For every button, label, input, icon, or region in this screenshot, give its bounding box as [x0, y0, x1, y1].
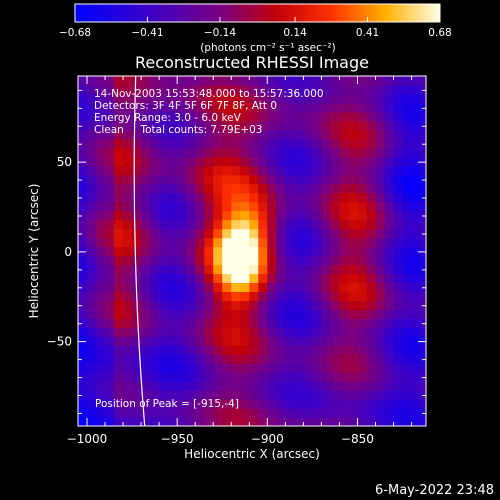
colorbar-tick-label: 0.68	[428, 27, 451, 39]
annotation-detectors: Detectors: 3F 4F 5F 6F 7F 8F, Att 0	[94, 100, 277, 112]
y-tick-label: 50	[57, 155, 72, 169]
solar-limb-line	[133, 76, 146, 426]
annotation-clean: Clean Total counts: 7.79E+03	[94, 124, 263, 136]
colorbar-units: (photons cm⁻² s⁻¹ asec⁻²)	[200, 42, 335, 54]
x-axis-label: Heliocentric X (arcsec)	[184, 447, 320, 461]
peak-position-label: Position of Peak = [-915,-4]	[95, 398, 239, 410]
colorbar-tick-label: −0.68	[59, 27, 91, 39]
x-tick-label: −1000	[67, 432, 108, 446]
y-tick-label: 0	[64, 245, 72, 259]
colorbar-tick-label: −0.41	[131, 27, 163, 39]
annotation-energy: Energy Range: 3.0 - 6.0 keV	[94, 112, 242, 124]
x-tick-label: −900	[251, 432, 284, 446]
axis-ticks: −1000 −950 −900 −850 50 0 −50	[47, 76, 426, 446]
x-tick-label: −850	[341, 432, 374, 446]
colorbar-ticks: −0.68 −0.41 −0.14 0.14 0.41 0.68	[59, 17, 452, 39]
colorbar-tick-label: −0.14	[204, 27, 236, 39]
colorbar	[75, 4, 440, 22]
annotations: 14-Nov-2003 15:53:48.000 to 15:57:36.000…	[94, 88, 324, 410]
plot-frame	[77, 75, 427, 427]
y-tick-label: −50	[47, 335, 72, 349]
footer-date: 6-May-2022 23:48	[375, 483, 494, 498]
colorbar-tick-label: 0.41	[356, 27, 379, 39]
y-axis-label: Heliocentric Y (arcsec)	[27, 184, 41, 319]
x-tick-label: −950	[161, 432, 194, 446]
annotation-time: 14-Nov-2003 15:53:48.000 to 15:57:36.000	[94, 88, 324, 100]
chart-title: Reconstructed RHESSI Image	[135, 53, 369, 72]
colorbar-tick-label: 0.14	[283, 27, 307, 39]
heatmap-image	[78, 76, 426, 426]
